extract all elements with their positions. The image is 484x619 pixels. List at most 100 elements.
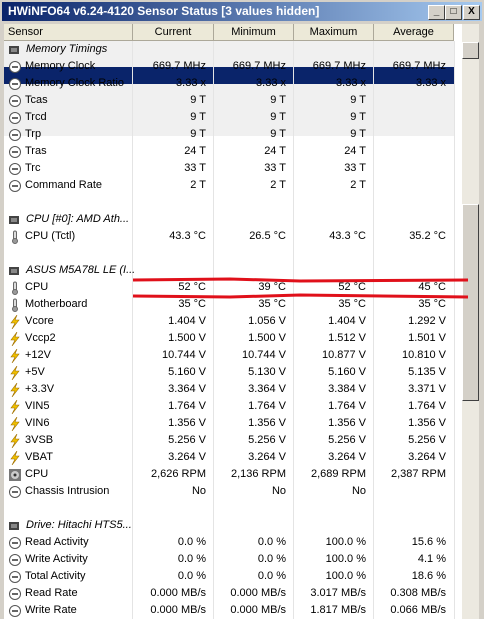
- sensor-value: 2,387 RPM: [390, 468, 446, 480]
- sensor-value: 10.810 V: [401, 349, 446, 361]
- sensor-value: 26.5 °C: [249, 230, 286, 242]
- sensor-label: 3VSB: [25, 434, 54, 446]
- sensor-icon: [10, 416, 20, 431]
- sensor-value: 0.0 %: [177, 553, 206, 565]
- sensor-label: CPU (Tctl): [25, 230, 76, 242]
- sensor-value: 10.744 V: [241, 349, 286, 361]
- sensor-value: 9 T: [350, 94, 366, 106]
- row-line: [4, 132, 454, 133]
- scrollbar[interactable]: [462, 24, 479, 619]
- sensor-value: 9 T: [270, 111, 286, 123]
- row-line: [4, 101, 454, 102]
- row-line: [4, 110, 454, 111]
- sensor-value: 5.256 V: [248, 434, 286, 446]
- sensor-value: 669.7 MHz: [232, 60, 286, 72]
- sensor-label: Memory Clock: [25, 60, 96, 72]
- row-line: [4, 45, 454, 46]
- group-title: ASUS M5A78L LE (I...: [26, 264, 136, 276]
- scroll-thumb[interactable]: [462, 204, 479, 401]
- icon-shape: [10, 348, 20, 363]
- icon-shape: [10, 416, 20, 431]
- sensor-icon: [9, 60, 21, 73]
- icon-shape: [10, 331, 20, 346]
- close-button[interactable]: X: [463, 5, 480, 20]
- sensor-icon: [12, 298, 18, 312]
- icon-shape: [10, 399, 20, 414]
- sensor-label: Tcas: [25, 94, 48, 106]
- sensor-value: 0.0 %: [257, 553, 286, 565]
- sensor-value: 3.264 V: [328, 451, 366, 463]
- sensor-label: Read Activity: [25, 536, 89, 548]
- sensor-value: 9 T: [350, 111, 366, 123]
- sensor-label: CPU: [25, 281, 49, 293]
- sensor-icon: [9, 587, 21, 600]
- row-line: [4, 135, 454, 136]
- minimize-button[interactable]: _: [428, 5, 445, 20]
- sensor-label: +5V: [25, 366, 45, 378]
- column-divider: [132, 41, 133, 619]
- sensor-icon: [9, 111, 21, 124]
- group-title: Memory Timings: [26, 43, 108, 55]
- sensor-value: 1.356 V: [168, 417, 206, 429]
- sensor-value: 0.308 MB/s: [390, 587, 446, 599]
- sensor-icon: [9, 570, 21, 583]
- sensor-value: 100.0 %: [325, 570, 366, 582]
- sensor-icon: [9, 162, 21, 175]
- sensor-label: VIN5: [25, 400, 50, 412]
- red-annotation-line: [132, 293, 469, 299]
- row-line: [4, 133, 454, 134]
- row-line: [4, 48, 454, 49]
- icon-shape: [10, 433, 20, 448]
- sensor-value: 100.0 %: [325, 536, 366, 548]
- sensor-value: No: [191, 485, 206, 497]
- sensor-value: 1.356 V: [408, 417, 446, 429]
- sensor-label: Total Activity: [25, 570, 86, 582]
- column-header: Sensor: [4, 24, 133, 41]
- sensor-value: 5.130 V: [248, 366, 286, 378]
- sensor-value: 9 T: [190, 94, 206, 106]
- sensor-value: 33 T: [184, 162, 206, 174]
- sensor-value: 43.3 °C: [329, 230, 366, 242]
- icon-shape: [12, 288, 18, 295]
- sensor-value: 3.384 V: [328, 383, 366, 395]
- sensor-value: 4.1 %: [417, 553, 446, 565]
- icon-shape: [10, 365, 20, 380]
- maximize-button[interactable]: □: [445, 5, 462, 20]
- sensor-label: Command Rate: [25, 179, 103, 191]
- icon-shape: [11, 524, 17, 528]
- sensor-value: 0.0 %: [177, 570, 206, 582]
- icon-shape: [11, 269, 17, 273]
- icon-shape: [11, 218, 17, 222]
- sensor-icon: [9, 77, 21, 90]
- column-divider: [293, 41, 294, 619]
- sensor-value: 2,626 RPM: [150, 468, 206, 480]
- sensor-value: 2,136 RPM: [230, 468, 286, 480]
- sensor-label: Trcd: [25, 111, 47, 123]
- group-row: [4, 49, 454, 66]
- sensor-label: Trc: [25, 162, 41, 174]
- icon-shape: [11, 48, 17, 52]
- sensor-label: VIN6: [25, 417, 50, 429]
- row-line: [4, 103, 454, 104]
- row-line: [4, 107, 454, 108]
- sensor-value: 33 T: [264, 162, 286, 174]
- sensor-value: 5.160 V: [168, 366, 206, 378]
- sensor-icon: [10, 433, 20, 448]
- sensor-value: 9 T: [190, 128, 206, 140]
- sensor-value: 5.256 V: [168, 434, 206, 446]
- sensor-value: 2 T: [270, 179, 286, 191]
- sensor-value: 3.371 V: [408, 383, 446, 395]
- sensor-value: 45 °C: [418, 281, 446, 293]
- sensor-label: Write Rate: [25, 604, 77, 616]
- sensor-value: 0.066 MB/s: [390, 604, 446, 616]
- sensor-value: 669.7 MHz: [312, 60, 366, 72]
- row-line: [4, 44, 454, 45]
- sensor-value: 1.512 V: [328, 332, 366, 344]
- scroll-up[interactable]: [462, 42, 479, 59]
- group-title: Drive: Hitachi HTS5...: [26, 519, 132, 531]
- row-line: [4, 102, 454, 103]
- sensor-icon: [9, 179, 21, 192]
- sensor-value: 5.256 V: [408, 434, 446, 446]
- sensor-value: 1.356 V: [248, 417, 286, 429]
- sensor-value: 3.364 V: [248, 383, 286, 395]
